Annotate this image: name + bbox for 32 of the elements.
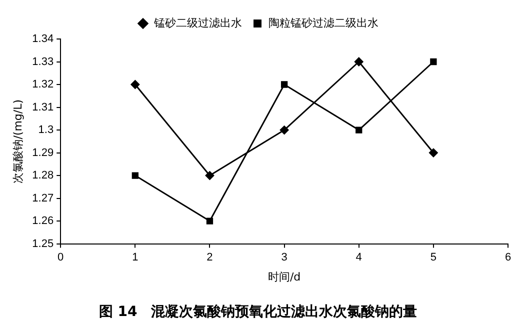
x-tick-label: 1 bbox=[132, 251, 138, 264]
legend-label: 锰砂二级过滤出水 bbox=[153, 16, 242, 30]
x-tick-label: 6 bbox=[504, 251, 512, 264]
y-tick-label: 1.34 bbox=[32, 33, 54, 46]
point bbox=[206, 218, 214, 224]
y-tick-label: 1.26 bbox=[32, 215, 54, 228]
x-axis-title: 时间/d bbox=[268, 270, 301, 284]
point bbox=[430, 58, 437, 66]
y-tick-label: 1.33 bbox=[32, 56, 54, 68]
x-tick-label: 0 bbox=[58, 251, 64, 264]
text: 图 14 混凝次氯酸钠预氧化过滤出水次氯酸钠的量 bbox=[98, 304, 418, 320]
point bbox=[280, 81, 288, 88]
point bbox=[356, 126, 362, 134]
point bbox=[205, 171, 214, 180]
point bbox=[354, 57, 364, 66]
y-axis-title: 次氯酸钠/(mg/L) bbox=[11, 99, 24, 184]
x-tick-label: 3 bbox=[281, 251, 288, 264]
y-tick-label: 1.31 bbox=[32, 101, 54, 114]
y-tick-label: 1.3 bbox=[38, 124, 54, 136]
point bbox=[130, 80, 140, 90]
y-tick-label: 1.32 bbox=[32, 78, 54, 91]
point bbox=[280, 126, 289, 135]
x-tick-label: 5 bbox=[430, 251, 436, 264]
y-tick-label: 1.29 bbox=[32, 146, 54, 159]
y-tick-label: 1.27 bbox=[32, 192, 54, 204]
x-tick-label: 4 bbox=[356, 251, 362, 264]
y-tick-label: 1.25 bbox=[32, 238, 54, 250]
point bbox=[428, 148, 438, 158]
x-tick-label: 2 bbox=[206, 251, 213, 264]
y-tick-label: 1.28 bbox=[32, 170, 54, 182]
point bbox=[132, 172, 139, 179]
legend-label: 陶粒锰砂过滤二级出水 bbox=[268, 16, 378, 30]
